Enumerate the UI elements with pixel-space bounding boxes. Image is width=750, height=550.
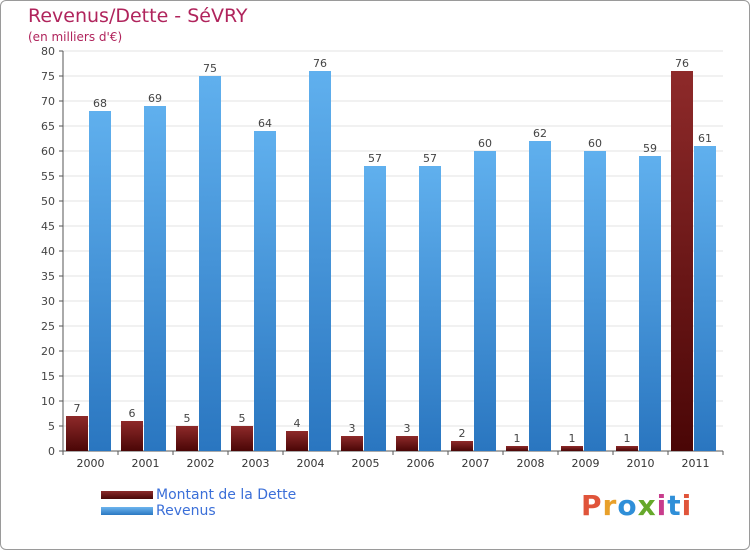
bar-revenus-2001: [144, 106, 166, 451]
y-tick-label: 10: [41, 395, 55, 408]
legend-label-dette: Montant de la Dette: [156, 487, 297, 503]
logo-letter: o: [617, 489, 638, 522]
y-tick-label: 70: [41, 95, 55, 108]
data-label-dette-2002: 5: [184, 412, 191, 425]
bar-revenus-2005: [364, 166, 386, 451]
data-label-revenus-2001: 69: [148, 92, 162, 105]
x-tick-label: 2005: [352, 457, 380, 470]
x-tick-label: 2000: [77, 457, 105, 470]
bar-revenus-2007: [474, 151, 496, 451]
legend-label-revenus: Revenus: [156, 503, 216, 519]
data-label-dette-2009: 1: [569, 432, 576, 445]
data-label-revenus-2009: 60: [588, 137, 602, 150]
y-tick-label: 65: [41, 120, 55, 133]
bar-dette-2009: [561, 446, 583, 451]
bar-dette-2006: [396, 436, 418, 451]
x-tick-label: 2006: [407, 457, 435, 470]
bar-dette-2008: [506, 446, 528, 451]
bar-revenus-2010: [639, 156, 661, 451]
data-label-revenus-2005: 57: [368, 152, 382, 165]
y-tick-label: 25: [41, 320, 55, 333]
y-tick-label: 30: [41, 295, 55, 308]
y-tick-label: 35: [41, 270, 55, 283]
x-tick-label: 2001: [132, 457, 160, 470]
bar-dette-2010: [616, 446, 638, 451]
y-tick-label: 60: [41, 145, 55, 158]
x-tick-label: 2007: [462, 457, 490, 470]
bar-dette-2001: [121, 421, 143, 451]
bar-revenus-2009: [584, 151, 606, 451]
data-label-revenus-2002: 75: [203, 62, 217, 75]
x-tick-label: 2003: [242, 457, 270, 470]
y-tick-label: 5: [48, 420, 55, 433]
data-label-revenus-2004: 76: [313, 57, 327, 70]
legend-swatch-revenus: [101, 507, 153, 515]
data-label-revenus-2008: 62: [533, 127, 547, 140]
data-label-revenus-2003: 64: [258, 117, 272, 130]
x-tick-label: 2009: [572, 457, 600, 470]
bar-dette-2003: [231, 426, 253, 451]
data-label-revenus-2000: 68: [93, 97, 107, 110]
x-tick-label: 2008: [517, 457, 545, 470]
bar-dette-2004: [286, 431, 308, 451]
logo-letter: x: [637, 489, 657, 522]
labels: 7 68 6 69 5 75 5 64 4 76 3 57 3 57 2 60 1 62 1 60 1 59 76 61: [74, 57, 713, 445]
bar-revenus-2003: [254, 131, 276, 451]
y-tick-label: 80: [41, 45, 55, 58]
y-tick-label: 15: [41, 370, 55, 383]
bar-revenus-2008: [529, 141, 551, 451]
x-tick-label: 2002: [187, 457, 215, 470]
data-label-dette-2008: 1: [514, 432, 521, 445]
logo-letter: r: [602, 489, 618, 522]
chart-title: Revenus/Dette - SéVRY: [28, 5, 248, 27]
x-tick-label: 2004: [297, 457, 325, 470]
legend-swatch-dette: [101, 491, 153, 499]
data-label-dette-2007: 2: [459, 427, 466, 440]
bars: [66, 71, 716, 451]
data-label-dette-2004: 4: [294, 417, 301, 430]
bar-revenus-2011: [694, 146, 716, 451]
bar-dette-2007: [451, 441, 473, 451]
data-label-revenus-2011: 61: [698, 132, 712, 145]
bar-revenus-2002: [199, 76, 221, 451]
data-label-dette-2005: 3: [349, 422, 356, 435]
logo-letter: P: [581, 489, 603, 522]
grid-lines: [63, 50, 723, 427]
bar-dette-2011: [671, 71, 693, 451]
y-tick-label: 55: [41, 170, 55, 183]
data-label-dette-2006: 3: [404, 422, 411, 435]
y-tick-label: 50: [41, 195, 55, 208]
logo-letter: t: [667, 489, 682, 522]
bar-dette-2005: [341, 436, 363, 451]
data-label-revenus-2010: 59: [643, 142, 657, 155]
proxiti-logo: Proxiti: [581, 489, 692, 522]
y-tick-label: 45: [41, 220, 55, 233]
data-label-revenus-2007: 60: [478, 137, 492, 150]
chart-subtitle: (en milliers d'€): [28, 30, 123, 44]
bar-revenus-2006: [419, 166, 441, 451]
data-label-dette-2000: 7: [74, 402, 81, 415]
logo-letter: i: [681, 489, 693, 522]
data-label-revenus-2006: 57: [423, 152, 437, 165]
logo-letter: i: [656, 489, 668, 522]
data-label-dette-2001: 6: [129, 407, 136, 420]
y-tick-label: 20: [41, 345, 55, 358]
data-label-dette-2010: 1: [624, 432, 631, 445]
y-tick-label: 75: [41, 70, 55, 83]
bar-revenus-2004: [309, 71, 331, 451]
bar-dette-2000: [66, 416, 88, 451]
data-label-dette-2011: 76: [675, 57, 689, 70]
x-tick-label: 2010: [627, 457, 655, 470]
data-label-dette-2003: 5: [239, 412, 246, 425]
y-tick-label: 0: [48, 445, 55, 458]
y-tick-label: 40: [41, 245, 55, 258]
bar-revenus-2000: [89, 111, 111, 451]
x-tick-label: 2011: [682, 457, 710, 470]
bar-dette-2002: [176, 426, 198, 451]
